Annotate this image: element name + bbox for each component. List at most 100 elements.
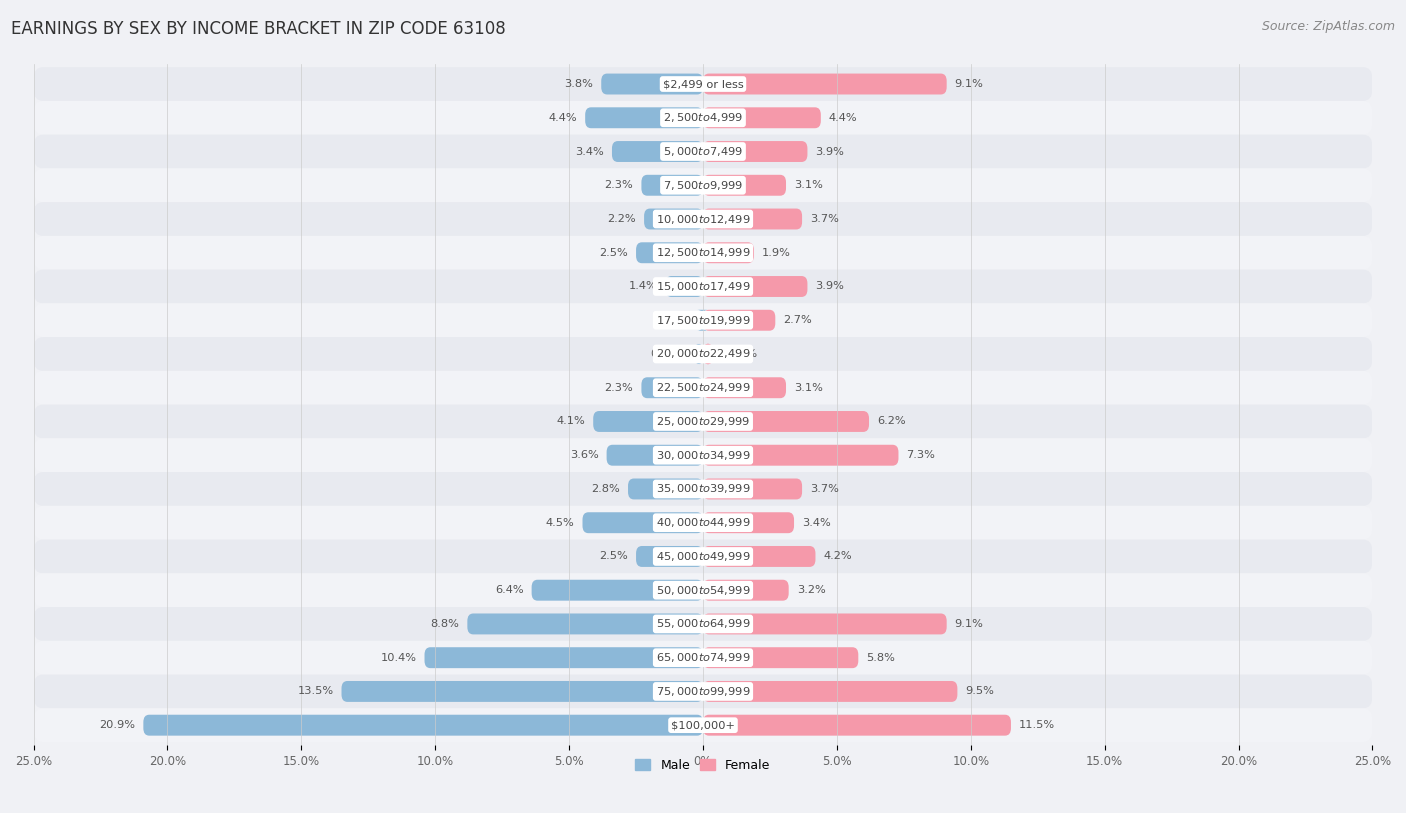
Text: 6.4%: 6.4%	[495, 585, 523, 595]
Text: $17,500 to $19,999: $17,500 to $19,999	[655, 314, 751, 327]
Text: 5.8%: 5.8%	[866, 653, 896, 663]
FancyBboxPatch shape	[34, 405, 1372, 438]
Text: $20,000 to $22,499: $20,000 to $22,499	[655, 347, 751, 360]
Text: 2.5%: 2.5%	[599, 551, 628, 562]
Text: 4.2%: 4.2%	[824, 551, 852, 562]
Text: $40,000 to $44,999: $40,000 to $44,999	[655, 516, 751, 529]
Text: 0.37%: 0.37%	[721, 349, 756, 359]
Text: 0.32%: 0.32%	[651, 349, 686, 359]
Text: 3.1%: 3.1%	[794, 180, 823, 190]
Text: 6.2%: 6.2%	[877, 416, 905, 427]
FancyBboxPatch shape	[703, 614, 946, 634]
Text: 20.9%: 20.9%	[100, 720, 135, 730]
Text: 9.5%: 9.5%	[966, 686, 994, 697]
Text: $30,000 to $34,999: $30,000 to $34,999	[655, 449, 751, 462]
FancyBboxPatch shape	[703, 512, 794, 533]
Text: $12,500 to $14,999: $12,500 to $14,999	[655, 246, 751, 259]
Text: 2.3%: 2.3%	[605, 383, 633, 393]
FancyBboxPatch shape	[34, 202, 1372, 236]
FancyBboxPatch shape	[703, 73, 946, 94]
Text: $45,000 to $49,999: $45,000 to $49,999	[655, 550, 751, 563]
FancyBboxPatch shape	[34, 540, 1372, 573]
Text: 3.1%: 3.1%	[794, 383, 823, 393]
FancyBboxPatch shape	[703, 107, 821, 128]
Text: 9.1%: 9.1%	[955, 79, 984, 89]
FancyBboxPatch shape	[703, 242, 754, 263]
Text: 2.3%: 2.3%	[605, 180, 633, 190]
FancyBboxPatch shape	[143, 715, 703, 736]
FancyBboxPatch shape	[34, 337, 1372, 371]
Text: 3.4%: 3.4%	[801, 518, 831, 528]
Text: Source: ZipAtlas.com: Source: ZipAtlas.com	[1261, 20, 1395, 33]
Text: $50,000 to $54,999: $50,000 to $54,999	[655, 584, 751, 597]
Text: 3.8%: 3.8%	[564, 79, 593, 89]
FancyBboxPatch shape	[703, 445, 898, 466]
FancyBboxPatch shape	[342, 681, 703, 702]
FancyBboxPatch shape	[641, 175, 703, 196]
FancyBboxPatch shape	[467, 614, 703, 634]
Text: $10,000 to $12,499: $10,000 to $12,499	[655, 212, 751, 225]
FancyBboxPatch shape	[34, 438, 1372, 472]
Text: 13.5%: 13.5%	[297, 686, 333, 697]
Text: 3.9%: 3.9%	[815, 146, 845, 157]
Text: 4.4%: 4.4%	[830, 113, 858, 123]
FancyBboxPatch shape	[34, 506, 1372, 540]
Text: EARNINGS BY SEX BY INCOME BRACKET IN ZIP CODE 63108: EARNINGS BY SEX BY INCOME BRACKET IN ZIP…	[11, 20, 506, 38]
Text: $15,000 to $17,499: $15,000 to $17,499	[655, 280, 751, 293]
Text: 3.4%: 3.4%	[575, 146, 605, 157]
Text: $22,500 to $24,999: $22,500 to $24,999	[655, 381, 751, 394]
FancyBboxPatch shape	[34, 371, 1372, 405]
FancyBboxPatch shape	[703, 377, 786, 398]
Text: 8.8%: 8.8%	[430, 619, 460, 629]
FancyBboxPatch shape	[34, 573, 1372, 607]
Text: $5,000 to $7,499: $5,000 to $7,499	[664, 145, 742, 158]
Text: 3.6%: 3.6%	[569, 450, 599, 460]
Text: 4.5%: 4.5%	[546, 518, 575, 528]
Text: 4.4%: 4.4%	[548, 113, 576, 123]
Text: 4.1%: 4.1%	[557, 416, 585, 427]
FancyBboxPatch shape	[34, 236, 1372, 270]
FancyBboxPatch shape	[585, 107, 703, 128]
Text: $65,000 to $74,999: $65,000 to $74,999	[655, 651, 751, 664]
Text: 2.8%: 2.8%	[592, 484, 620, 494]
FancyBboxPatch shape	[636, 242, 703, 263]
Text: $75,000 to $99,999: $75,000 to $99,999	[655, 685, 751, 698]
FancyBboxPatch shape	[34, 303, 1372, 337]
FancyBboxPatch shape	[628, 479, 703, 499]
FancyBboxPatch shape	[34, 135, 1372, 168]
FancyBboxPatch shape	[612, 141, 703, 162]
Text: 3.9%: 3.9%	[815, 281, 845, 292]
Text: 3.7%: 3.7%	[810, 484, 839, 494]
FancyBboxPatch shape	[703, 175, 786, 196]
Text: $2,499 or less: $2,499 or less	[662, 79, 744, 89]
FancyBboxPatch shape	[34, 607, 1372, 641]
FancyBboxPatch shape	[34, 472, 1372, 506]
FancyBboxPatch shape	[703, 209, 801, 229]
FancyBboxPatch shape	[636, 546, 703, 567]
FancyBboxPatch shape	[425, 647, 703, 668]
Text: 7.3%: 7.3%	[907, 450, 935, 460]
FancyBboxPatch shape	[644, 209, 703, 229]
Text: 1.9%: 1.9%	[762, 248, 790, 258]
FancyBboxPatch shape	[703, 681, 957, 702]
Text: $100,000+: $100,000+	[671, 720, 735, 730]
FancyBboxPatch shape	[602, 73, 703, 94]
FancyBboxPatch shape	[703, 344, 713, 364]
FancyBboxPatch shape	[703, 580, 789, 601]
FancyBboxPatch shape	[695, 344, 703, 364]
Text: 3.7%: 3.7%	[810, 214, 839, 224]
FancyBboxPatch shape	[34, 641, 1372, 675]
FancyBboxPatch shape	[703, 715, 1011, 736]
FancyBboxPatch shape	[582, 512, 703, 533]
FancyBboxPatch shape	[641, 377, 703, 398]
FancyBboxPatch shape	[531, 580, 703, 601]
FancyBboxPatch shape	[703, 647, 858, 668]
Text: $7,500 to $9,999: $7,500 to $9,999	[664, 179, 742, 192]
FancyBboxPatch shape	[703, 276, 807, 297]
Text: 2.5%: 2.5%	[599, 248, 628, 258]
FancyBboxPatch shape	[34, 708, 1372, 742]
Text: $55,000 to $64,999: $55,000 to $64,999	[655, 617, 751, 630]
FancyBboxPatch shape	[665, 276, 703, 297]
Text: 11.5%: 11.5%	[1019, 720, 1054, 730]
FancyBboxPatch shape	[34, 168, 1372, 202]
